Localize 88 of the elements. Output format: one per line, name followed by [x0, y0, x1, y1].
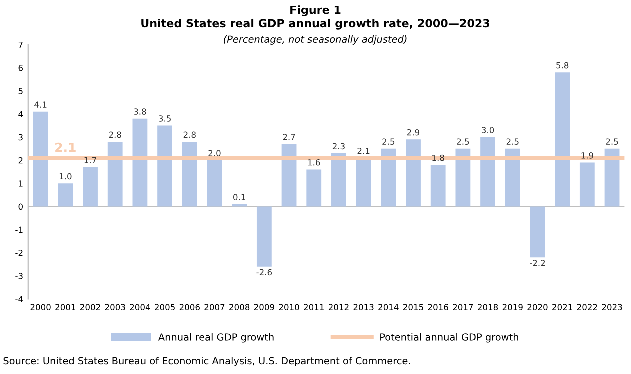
data-label: 3.5	[159, 116, 171, 122]
bar	[33, 112, 48, 207]
x-tick-label: 2000	[30, 304, 51, 311]
bar	[406, 140, 421, 207]
data-label: 2.3	[332, 143, 345, 150]
y-tick-label: 2	[18, 157, 23, 164]
bar	[158, 126, 172, 207]
bar	[530, 206, 546, 258]
x-tick-label: 2001	[56, 304, 76, 311]
data-label: 2.5	[506, 138, 519, 145]
y-tick-label: 7	[18, 42, 23, 48]
bar	[58, 184, 74, 207]
bar	[505, 148, 520, 207]
data-label: 1.8	[432, 154, 444, 162]
bar	[132, 118, 148, 207]
x-tick-label: 2020	[528, 304, 548, 311]
y-tick-label: 5	[18, 88, 23, 94]
x-tick-label: 2022	[577, 304, 598, 311]
x-tick-label: 2007	[204, 304, 225, 311]
bar	[182, 142, 198, 207]
annotation: 2.1	[56, 142, 76, 152]
data-label: 1.9	[582, 152, 594, 159]
bar	[332, 154, 346, 207]
x-tick-label: 2010	[279, 304, 300, 311]
x-tick-label: 2003	[105, 304, 126, 311]
data-label: 3.0	[482, 127, 494, 134]
x-tick-label: 2013	[354, 304, 374, 311]
data-label: 2.8	[109, 132, 122, 138]
y-tick-label: -2	[16, 250, 23, 256]
bar	[580, 162, 595, 207]
x-tick-label: 2004	[130, 304, 150, 311]
bar	[282, 144, 297, 207]
y-tick-label: 6	[18, 64, 24, 72]
bar	[381, 148, 396, 207]
x-tick-label: 2018	[478, 304, 498, 311]
data-label: 2.7	[283, 134, 296, 140]
x-tick-label: 2017	[453, 304, 474, 311]
data-label: 3.8	[134, 108, 146, 115]
data-label: -2.6	[256, 269, 272, 276]
bar	[430, 165, 446, 207]
data-label: 5.8	[556, 62, 569, 69]
data-label: 1.6	[308, 160, 320, 166]
x-tick-label: 2019	[502, 304, 523, 311]
source-note: Source: United States Bureau of Economic Analysis, U.S. Department of Commerce.	[4, 357, 410, 367]
x-tick-label: 2016	[428, 304, 448, 311]
data-label: 2.0	[208, 150, 221, 157]
chart-subtitle: (Percentage, not seasonally adjusted)	[224, 36, 407, 45]
y-tick-label: 4	[18, 111, 24, 118]
y-tick-label: 0	[18, 204, 23, 210]
x-tick-label: 2005	[155, 304, 175, 311]
x-tick-label: 2023	[602, 304, 622, 311]
bar	[306, 170, 322, 207]
x-tick-label: 2009	[254, 304, 274, 311]
bar	[256, 206, 272, 267]
x-tick-label: 2021	[552, 304, 572, 311]
data-label: 1.7	[84, 157, 96, 164]
y-tick-label: -3	[16, 273, 23, 280]
x-tick-label: 2006	[180, 304, 200, 311]
data-label: 2.5	[606, 138, 618, 145]
x-tick-label: 2011	[304, 304, 324, 311]
chart-title: Figure 1 United States real GDP annual growth rate, 2000—2023	[142, 6, 490, 30]
x-tick-label: 2015	[404, 304, 424, 311]
data-label: 2.8	[184, 132, 196, 138]
x-tick-label: 2008	[230, 304, 250, 311]
legend-label: Annual real GDP growth	[158, 333, 274, 343]
x-tick-label: 2012	[328, 304, 349, 311]
data-label: 2.1	[358, 148, 370, 154]
bar	[456, 148, 471, 207]
bar	[356, 158, 372, 207]
bar	[207, 160, 222, 207]
bar	[108, 142, 123, 207]
data-label: 4.1	[34, 102, 47, 108]
y-tick-label: -4	[16, 296, 24, 302]
bar	[480, 137, 496, 207]
x-tick-label: 2002	[80, 304, 100, 311]
bar	[555, 72, 570, 207]
y-tick-label: 3	[18, 134, 23, 141]
data-label: 1.0	[60, 173, 72, 180]
data-label: 0.1	[234, 194, 246, 200]
legend-label: Potential annual GDP growth	[380, 333, 518, 343]
data-label: 2.9	[407, 129, 420, 136]
x-tick-label: 2014	[378, 304, 399, 311]
data-label: -2.2	[530, 260, 546, 266]
data-label: 2.5	[457, 138, 470, 145]
y-tick-label: -1	[16, 226, 23, 234]
bar	[83, 167, 98, 207]
data-label: 2.5	[382, 138, 395, 145]
y-tick-label: 1	[19, 180, 23, 187]
